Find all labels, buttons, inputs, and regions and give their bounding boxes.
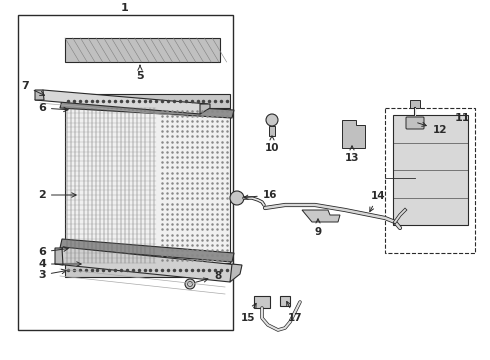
Bar [65, 108, 230, 263]
Bar [65, 38, 220, 62]
Polygon shape [60, 239, 234, 262]
Polygon shape [60, 100, 234, 118]
Bar [280, 296, 290, 306]
Text: 2: 2 [38, 190, 76, 200]
Text: 6: 6 [38, 247, 68, 257]
Text: 10: 10 [265, 136, 279, 153]
Text: 6: 6 [38, 103, 68, 113]
Text: 5: 5 [136, 66, 144, 81]
Bar [254, 296, 270, 308]
Circle shape [266, 114, 278, 126]
Polygon shape [55, 248, 63, 265]
Bar [65, 94, 230, 108]
Text: 16: 16 [244, 190, 277, 200]
Bar [269, 126, 275, 136]
Polygon shape [35, 90, 208, 114]
FancyBboxPatch shape [406, 117, 424, 129]
Polygon shape [55, 247, 238, 282]
Text: 1: 1 [121, 3, 129, 13]
Polygon shape [302, 210, 340, 222]
Circle shape [230, 191, 244, 205]
Text: 17: 17 [287, 301, 302, 323]
Polygon shape [200, 104, 210, 114]
Polygon shape [35, 90, 44, 100]
Text: 4: 4 [38, 259, 81, 269]
Text: 3: 3 [38, 269, 66, 280]
Text: 8: 8 [196, 271, 221, 282]
Text: 9: 9 [315, 219, 321, 237]
Polygon shape [230, 264, 242, 282]
Text: 15: 15 [241, 303, 256, 323]
Bar [410, 100, 420, 108]
Text: 12: 12 [417, 122, 447, 135]
Text: 14: 14 [370, 191, 385, 212]
Bar [18, 15, 233, 330]
Polygon shape [342, 120, 365, 148]
Bar [393, 115, 468, 225]
Circle shape [185, 279, 195, 289]
Bar [65, 263, 230, 277]
Text: 13: 13 [345, 146, 359, 163]
Bar [385, 108, 475, 253]
Text: 7: 7 [21, 81, 45, 95]
Text: 11: 11 [455, 113, 470, 123]
